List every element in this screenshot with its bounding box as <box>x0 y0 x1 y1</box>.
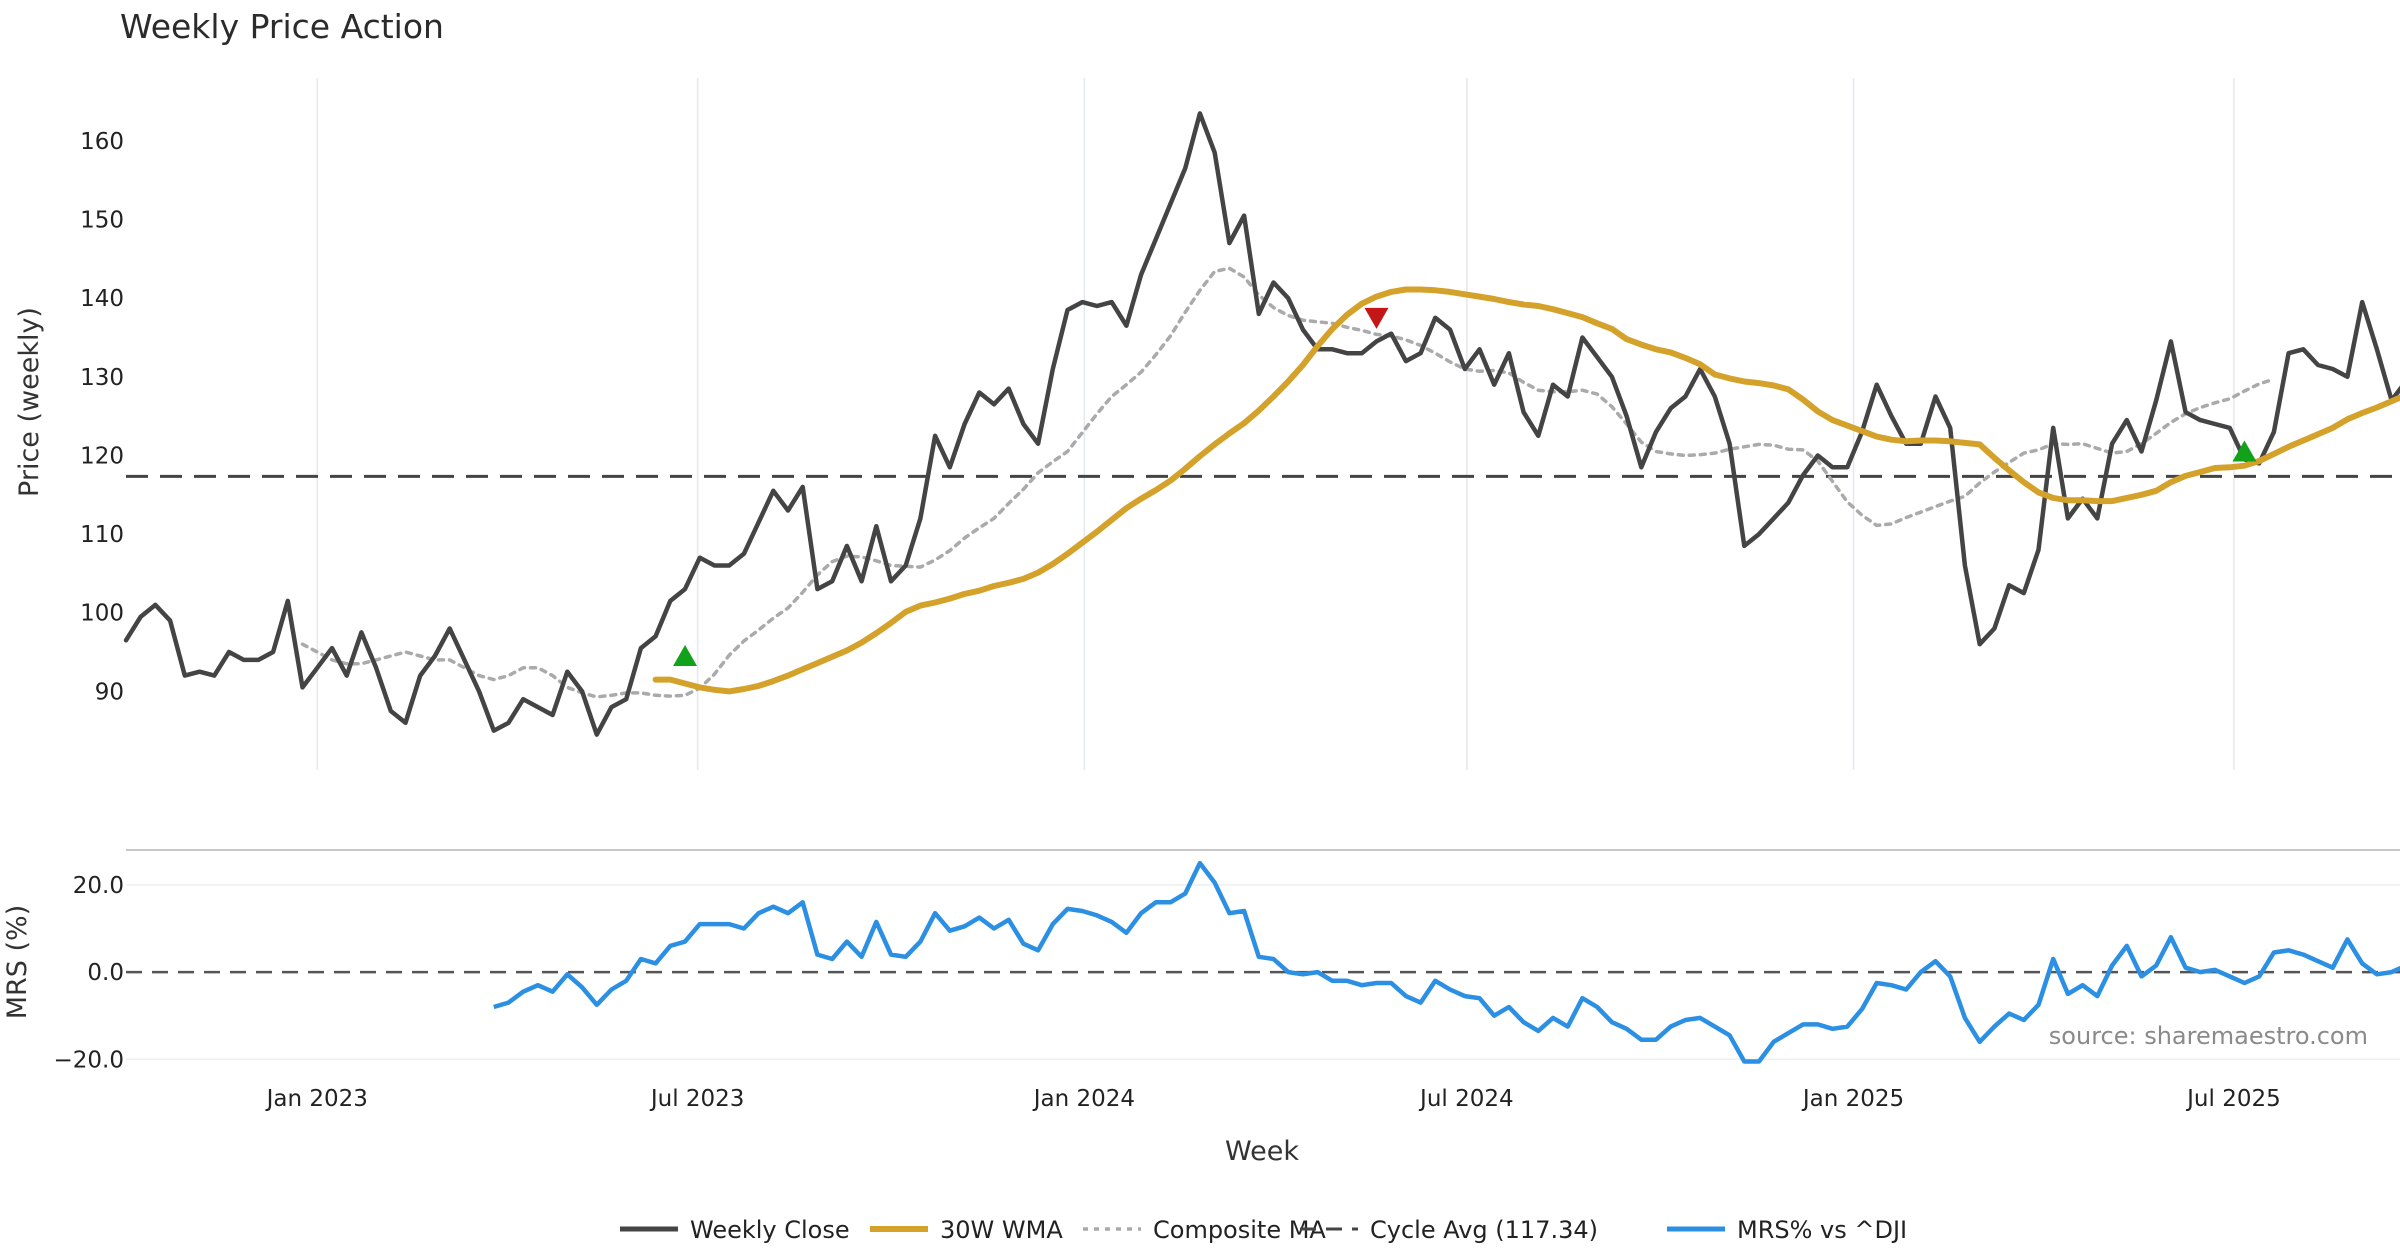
price-ytick-7: 160 <box>80 129 124 155</box>
x-tick-2: Jan 2024 <box>1032 1086 1135 1112</box>
mrs-ytick-0: −20.0 <box>54 1047 124 1073</box>
buy-signal-marker-0 <box>673 644 698 666</box>
legend-label-0: Weekly Close <box>690 1216 850 1244</box>
mrs-y-ticks: −20.0 0.0 20.0 <box>54 873 124 1073</box>
mrs-ytick-1: 0.0 <box>87 960 124 986</box>
price-ytick-6: 150 <box>80 208 124 234</box>
x-tick-5: Jul 2025 <box>2185 1086 2281 1112</box>
price-ytick-0: 90 <box>95 679 124 705</box>
price-ytick-5: 140 <box>80 286 124 312</box>
price-panel-grid <box>316 78 2235 770</box>
x-axis-label: Week <box>1225 1136 1299 1167</box>
price-y-ticks: 90 100 110 120 130 140 150 160 <box>80 129 124 705</box>
price-axis-label: Price (weekly) <box>14 307 45 497</box>
series-weekly-close <box>123 111 2400 737</box>
mrs-panel-grid <box>126 849 2400 1061</box>
mrs-axis-label: MRS (%) <box>2 905 33 1020</box>
source-note: source: sharemaestro.com <box>2049 1022 2368 1050</box>
x-tick-0: Jan 2023 <box>265 1086 368 1112</box>
series-30w-wma <box>652 286 2400 695</box>
x-tick-3: Jul 2024 <box>1418 1086 1514 1112</box>
buy-signal-marker-2 <box>2232 440 2257 462</box>
price-panel-series <box>123 111 2400 737</box>
price-ytick-1: 100 <box>80 601 124 627</box>
mrs-panel-series <box>493 860 2400 1064</box>
chart-title: Weekly Price Action <box>120 7 444 46</box>
chart-legend: Weekly Close 30W WMA Composite MA Cycle Avg… <box>620 1216 1907 1244</box>
legend-label-2: Composite MA <box>1153 1216 1326 1244</box>
legend-label-4: MRS% vs ^DJI <box>1737 1216 1907 1244</box>
legend-label-3: Cycle Avg (117.34) <box>1370 1216 1598 1244</box>
sell-signal-marker-1 <box>1364 307 1389 329</box>
mrs-ytick-2: 20.0 <box>73 873 124 899</box>
price-ytick-3: 120 <box>80 443 124 469</box>
series-mrs-vs-dji <box>493 860 2400 1064</box>
signal-markers <box>673 307 2257 666</box>
series-composite-ma <box>300 266 2276 699</box>
x-tick-4: Jan 2025 <box>1801 1086 1904 1112</box>
x-axis-ticks: Jan 2023 Jul 2023 Jan 2024 Jul 2024 Jan 2025… <box>265 1086 2281 1112</box>
x-tick-1: Jul 2023 <box>649 1086 745 1112</box>
price-ytick-4: 130 <box>80 365 124 391</box>
price-ytick-2: 110 <box>80 522 124 548</box>
legend-label-1: 30W WMA <box>940 1216 1063 1244</box>
